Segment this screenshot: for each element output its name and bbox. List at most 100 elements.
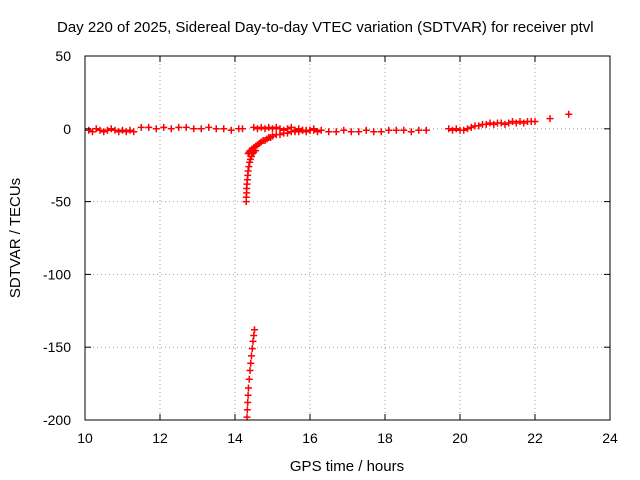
data-point	[464, 125, 471, 133]
x-tick-labels: 10 12 14 16 18 20 22 24	[77, 430, 618, 446]
data-point	[130, 128, 138, 136]
y-axis-title: SDTVAR / TECUs	[7, 178, 24, 298]
data-point	[531, 118, 539, 126]
data-point	[317, 126, 325, 134]
data-point	[197, 125, 205, 133]
data-point	[460, 126, 468, 134]
data-point	[182, 123, 190, 131]
data-point	[415, 126, 423, 134]
data-point	[244, 399, 252, 407]
x-tick-label: 14	[227, 430, 243, 446]
data-point	[370, 128, 378, 136]
data-point	[400, 126, 408, 134]
y-tick-label: -100	[43, 266, 71, 282]
data-point	[160, 123, 168, 131]
data-point	[269, 125, 276, 133]
data-point	[546, 115, 554, 123]
data-point	[243, 406, 251, 414]
data-point	[111, 126, 119, 134]
data-point	[516, 118, 524, 126]
axis-ticks	[84, 55, 611, 421]
data-points	[85, 110, 573, 421]
y-tick-label: -150	[43, 339, 71, 355]
x-tick-label: 10	[77, 430, 93, 446]
data-point	[407, 128, 415, 136]
data-point	[392, 126, 400, 134]
data-point	[325, 128, 333, 136]
data-point	[377, 128, 385, 136]
data-point	[482, 120, 490, 128]
data-point	[220, 125, 228, 133]
data-point	[126, 126, 134, 134]
data-point	[265, 123, 273, 131]
data-point	[347, 128, 355, 136]
data-point	[310, 126, 318, 134]
data-point	[248, 345, 256, 353]
y-tick-label: 50	[55, 48, 71, 64]
data-point	[115, 128, 123, 136]
data-point	[512, 119, 520, 127]
y-tick-labels: -200 -150 -100 -50 0 50	[43, 48, 71, 428]
data-point	[100, 128, 108, 136]
data-point	[246, 366, 254, 374]
data-point	[250, 123, 258, 131]
x-tick-label: 18	[377, 430, 393, 446]
data-point	[245, 384, 252, 392]
data-point	[565, 110, 573, 118]
data-point	[89, 128, 96, 136]
data-point	[490, 120, 498, 128]
data-point	[92, 125, 100, 133]
data-point	[212, 125, 220, 133]
data-point	[340, 126, 348, 134]
data-point	[261, 125, 269, 133]
data-point	[119, 126, 126, 134]
data-point	[520, 119, 528, 127]
data-point	[252, 147, 260, 155]
data-point	[276, 131, 284, 139]
data-point	[475, 122, 483, 130]
data-point	[355, 128, 363, 136]
data-point	[239, 125, 246, 133]
grid-lines	[85, 56, 610, 420]
data-point	[243, 413, 251, 421]
x-axis-title: GPS time / hours	[290, 458, 404, 475]
chart-title: Day 220 of 2025, Sidereal Day-to-day VTE…	[57, 19, 594, 36]
data-point	[145, 123, 153, 131]
data-point	[332, 128, 340, 136]
data-point	[167, 125, 175, 133]
plot-frame	[84, 55, 611, 421]
x-tick-label: 20	[452, 430, 468, 446]
x-tick-label: 24	[602, 430, 618, 446]
x-tick-label: 16	[302, 430, 318, 446]
data-point	[445, 125, 453, 133]
data-point	[104, 126, 111, 134]
data-point	[422, 126, 430, 134]
x-tick-label: 12	[152, 430, 168, 446]
x-tick-label: 22	[527, 430, 543, 446]
data-point	[501, 120, 509, 128]
data-point	[385, 126, 393, 134]
data-point	[467, 123, 475, 131]
data-point	[362, 126, 370, 134]
data-point	[245, 375, 253, 383]
data-point	[254, 125, 261, 133]
data-point	[152, 125, 160, 133]
data-point	[486, 119, 494, 127]
data-point	[284, 129, 291, 137]
data-point	[244, 391, 252, 399]
data-point	[190, 125, 198, 133]
data-point	[248, 352, 255, 360]
data-point	[85, 126, 93, 134]
data-point	[227, 126, 235, 134]
data-point	[96, 126, 104, 134]
data-point	[107, 125, 115, 133]
data-point	[269, 132, 276, 140]
data-point	[205, 123, 213, 131]
data-point	[295, 128, 303, 136]
data-point	[449, 126, 456, 134]
data-point	[314, 128, 321, 136]
data-point	[497, 119, 505, 127]
data-point	[272, 123, 280, 131]
data-point	[257, 123, 265, 131]
